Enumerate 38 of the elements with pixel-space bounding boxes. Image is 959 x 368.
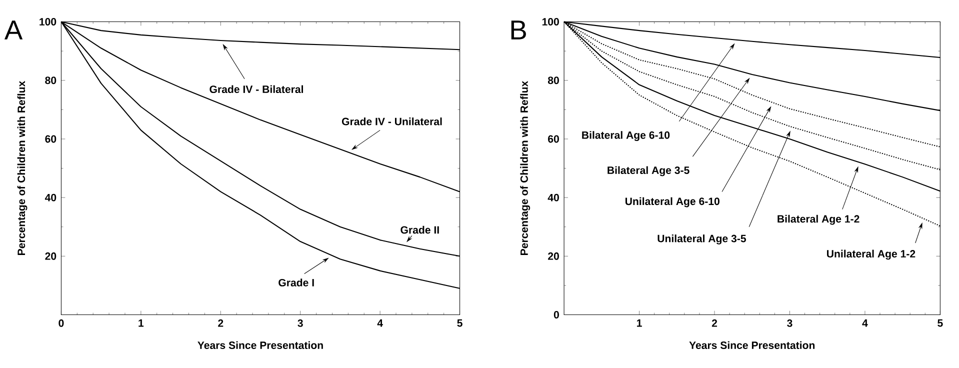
x-tick-label: 1: [637, 319, 642, 327]
legend-label: Bilateral Age 6-10: [582, 130, 670, 141]
y-tick-label: 80: [45, 76, 56, 84]
x-axis-title: Years Since Presentation: [689, 341, 815, 349]
text: Bilateral Age 3-5: [608, 166, 690, 176]
text: Grade IV - Bilateral: [210, 85, 303, 93]
x-tick-label: 0: [58, 319, 64, 327]
y-tick-label: 80: [548, 76, 559, 84]
x-tick-label: 5: [457, 319, 462, 327]
text: Unilateral Age 3-5: [658, 234, 746, 244]
x-axis-title: Years Since Presentation: [198, 341, 323, 349]
text: Unilateral Age 6-10: [625, 197, 720, 208]
y-tick-label: 20: [45, 252, 56, 260]
x-tick-label: 3: [298, 319, 303, 327]
y-tick-label: 0: [554, 310, 559, 318]
y-tick-label: 100: [40, 18, 56, 26]
x-tick-label: 3: [787, 319, 792, 327]
y-tick-label: 40: [548, 194, 559, 202]
y-tick-label: 60: [45, 135, 56, 143]
x-tick-label: 4: [862, 319, 868, 327]
x-tick-label: 5: [938, 319, 943, 327]
y-axis-title: Percentage of Children with Reflux: [520, 80, 530, 255]
chart-title: B: [511, 20, 526, 40]
x-tick-label: 2: [712, 319, 718, 327]
y-tick-label: 60: [548, 135, 559, 143]
text: Grade I: [278, 278, 314, 286]
x-tick-label: 4: [377, 319, 383, 327]
x-tick-label: 2: [218, 319, 224, 327]
text: Bilateral Age 1-2: [778, 214, 860, 225]
x-tick-label: 1: [138, 319, 144, 327]
y-axis-title: Percentage of Children with Reflux: [17, 80, 28, 255]
y-tick-label: 40: [44, 194, 56, 202]
text: Unilateral Age 1-2: [827, 250, 916, 260]
text: Grade IV - Unilateral: [342, 117, 442, 126]
y-tick-label: 20: [548, 252, 559, 260]
y-tick-label: 100: [542, 18, 559, 26]
legend-label: Grade II: [400, 226, 439, 234]
chart-title: A: [4, 20, 23, 40]
